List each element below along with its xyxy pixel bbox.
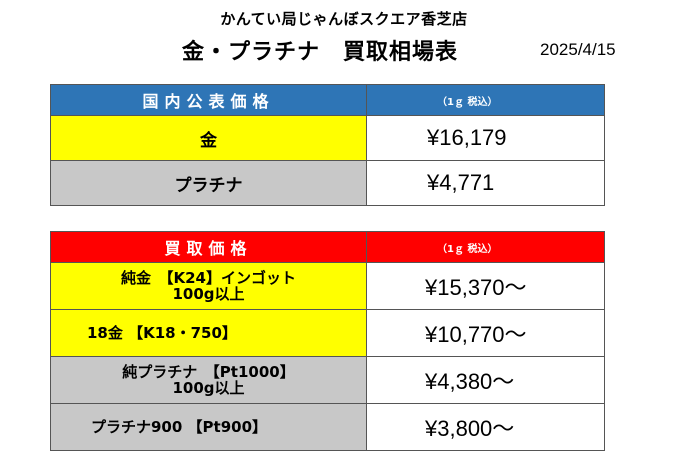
table-row: 18金 【K18・750】 ¥10,770～: [50, 309, 605, 357]
item-name-line2: 100g以上: [172, 379, 245, 397]
public-price-note: （1ｇ 税込）: [366, 84, 605, 116]
item-name-line1: 純プラチナ 【Pt1000】: [122, 363, 295, 381]
page-title: 金・プラチナ 買取相場表: [182, 40, 459, 65]
table-row: プラチナ900 【Pt900】 ¥3,800～: [50, 403, 605, 451]
public-price-header: 国内公表価格 （1ｇ 税込）: [50, 84, 605, 116]
buy-price-heading: 買取価格: [50, 231, 367, 263]
table-row: 純プラチナ 【Pt1000】 100g以上 ¥4,380～: [50, 356, 605, 404]
buy-price-header: 買取価格 （1ｇ 税込）: [50, 231, 605, 263]
item-name: 純金 【K24】インゴット 100g以上: [50, 262, 367, 310]
public-price-table: 国内公表価格 （1ｇ 税込） 金 ¥16,179 プラチナ ¥4,771: [50, 84, 605, 206]
item-name: 純プラチナ 【Pt1000】 100g以上: [50, 356, 367, 404]
item-price: ¥15,370～: [366, 262, 605, 310]
table-row: プラチナ ¥4,771: [50, 160, 605, 206]
table-row: 純金 【K24】インゴット 100g以上 ¥15,370～: [50, 262, 605, 310]
item-name-line2: 100g以上: [172, 285, 245, 303]
item-name: プラチナ900 【Pt900】: [50, 403, 367, 451]
metal-price: ¥16,179: [366, 115, 605, 161]
buy-price-table: 買取価格 （1ｇ 税込） 純金 【K24】インゴット 100g以上 ¥15,37…: [50, 231, 605, 451]
metal-name: 金: [50, 115, 367, 161]
item-price: ¥3,800～: [366, 403, 605, 451]
item-name: 18金 【K18・750】: [50, 309, 367, 357]
metal-price: ¥4,771: [366, 160, 605, 206]
item-name-line1: 純金 【K24】インゴット: [121, 269, 296, 287]
public-price-heading: 国内公表価格: [50, 84, 367, 116]
metal-name: プラチナ: [50, 160, 367, 206]
item-price: ¥10,770～: [366, 309, 605, 357]
store-name: かんてい局じゃんぼスクエア香芝店: [220, 10, 468, 28]
buy-price-note: （1ｇ 税込）: [366, 231, 605, 263]
item-price: ¥4,380～: [366, 356, 605, 404]
price-date: 2025/4/15: [540, 40, 616, 59]
table-row: 金 ¥16,179: [50, 115, 605, 161]
